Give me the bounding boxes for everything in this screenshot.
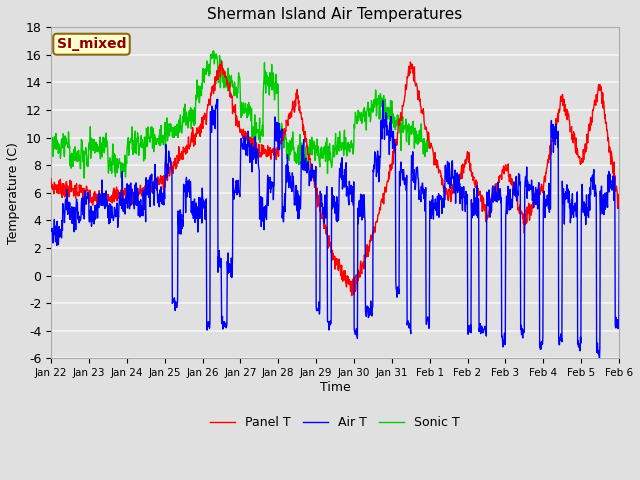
Air T (317, 204, 325, 209)
Sonic T (47, 142, 55, 148)
Line: Panel T: Panel T (51, 61, 640, 296)
Air T (119, 192, 127, 198)
Panel T (317, 211, 325, 216)
Panel T (218, 58, 225, 64)
Panel T (328, 252, 336, 257)
Line: Air T: Air T (51, 99, 640, 359)
Title: Sherman Island Air Temperatures: Sherman Island Air Temperatures (207, 7, 463, 22)
Panel T (348, 293, 356, 299)
Air T (214, 96, 221, 102)
Sonic T (392, 120, 399, 125)
Air T (392, 286, 400, 292)
Panel T (94, 195, 102, 201)
Air T (47, 226, 55, 232)
Sonic T (119, 168, 127, 174)
Air T (328, 185, 336, 191)
Y-axis label: Temperature (C): Temperature (C) (7, 142, 20, 244)
Sonic T (317, 146, 324, 152)
Air T (596, 356, 604, 361)
Air T (94, 200, 102, 206)
Sonic T (94, 145, 102, 151)
Panel T (119, 189, 127, 194)
Line: Sonic T: Sonic T (51, 51, 429, 178)
Sonic T (328, 165, 335, 170)
Text: SI_mixed: SI_mixed (57, 37, 126, 51)
Air T (305, 164, 312, 170)
Legend: Panel T, Air T, Sonic T: Panel T, Air T, Sonic T (205, 411, 465, 434)
Panel T (305, 157, 312, 163)
X-axis label: Time: Time (319, 381, 351, 394)
Panel T (47, 176, 55, 182)
Sonic T (304, 158, 312, 164)
Panel T (393, 136, 401, 142)
